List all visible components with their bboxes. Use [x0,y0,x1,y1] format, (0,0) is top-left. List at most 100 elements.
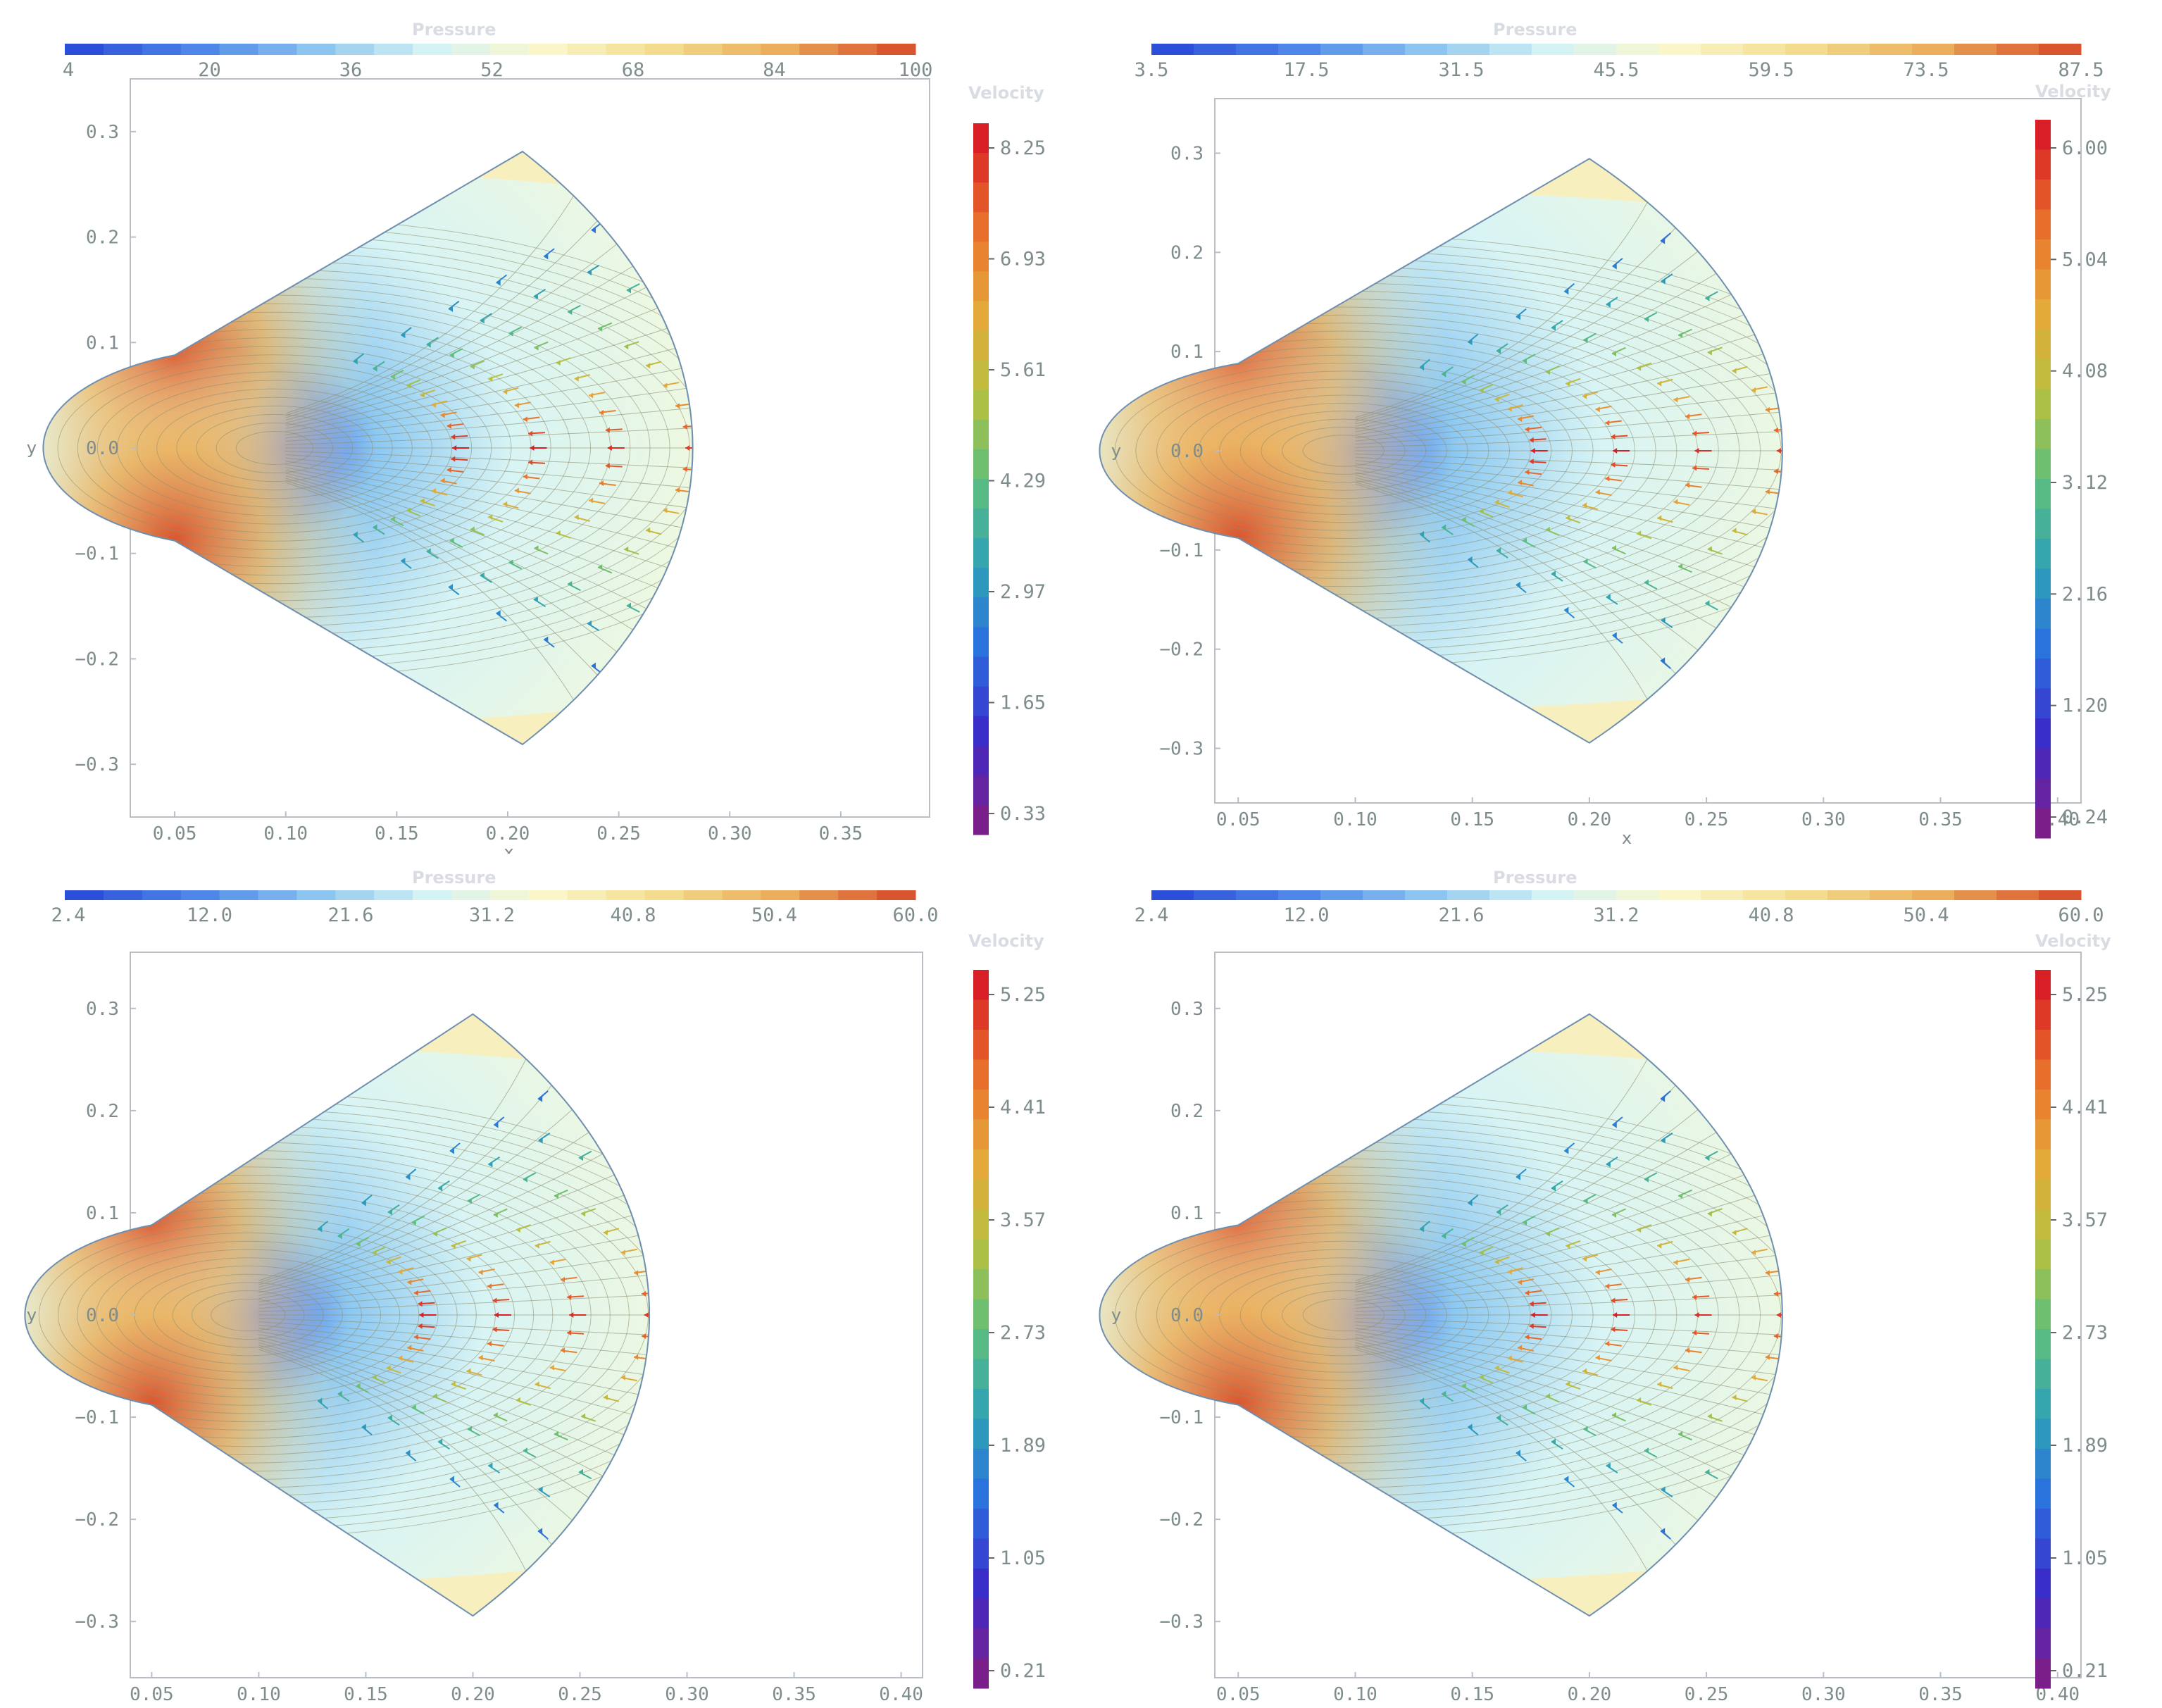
velocity-arrow-head [589,497,594,504]
pressure-tick-label: 68 [622,59,645,81]
x-tick-label: 0.10 [237,1684,281,1705]
velocity-arrow-head [932,311,936,316]
velocity-arrow-head [561,1347,566,1354]
velocity-arrow-head [446,467,451,473]
panel-top-left: Pressure Velocity 0.05 0.10 0.15 0.20 0.25 0.… [0,0,1081,854]
velocity-arrow-shaft [1419,1221,1430,1230]
y-tick-label: 0.2 [86,1101,119,1122]
velocity-arrow-head [535,1242,539,1249]
streamline [1355,340,1782,442]
streamline [1355,237,1782,432]
streamline [1355,158,1696,418]
velocity-arrow-shaft [449,1142,461,1152]
velocity-colorbar-segment [2035,120,2051,150]
velocity-arrow-head [927,1243,931,1249]
y-tick-label: 0.1 [1170,1203,1204,1224]
pressure-tick-label: 52 [480,59,504,81]
velocity-arrow-head [544,254,549,260]
panel-top-right: Pressure Velocity 0.05 0.10 0.15 0.20 0.25 0.… [1081,0,2162,854]
x-tick-label: 0.25 [1685,809,1729,830]
pressure-colorbar-segment [1912,44,1955,55]
pressure-colorbar-segment [490,890,530,900]
velocity-arrow-head [2086,1243,2090,1249]
velocity-colorbar-segment [973,656,989,687]
velocity-arrow-head [2086,515,2090,520]
pressure-colorbar-segment [1912,890,1955,900]
x-tick-label: 0.10 [1333,809,1377,830]
velocity-arrow-head [432,1230,437,1237]
velocity-arrow-shaft [1563,1142,1575,1152]
streamline [1355,1349,1696,1616]
pressure-colorbar-segment [1997,890,2039,900]
y-tick-label: 0.1 [1170,342,1204,363]
pressure-colorbar-segment [1743,890,1786,900]
velocity-arrow-head [1751,509,1756,515]
streamline [285,480,693,744]
velocity-arrow-head [1773,1333,1778,1340]
velocity-arrow-shaft [405,1168,417,1178]
pressure-colorbar-segment [877,890,916,900]
pressure-colorbar-segment [413,890,452,900]
pressure-tick-label: 36 [339,59,363,81]
streamline [258,1095,650,1296]
velocity-colorbar-segment [973,1389,989,1419]
x-axis-label: x [1622,1703,1632,1707]
pressure-colorbar-segment [1616,890,1659,900]
pressure-legend-title: Pressure [1493,868,1577,887]
velocity-arrow-head [1612,351,1617,357]
velocity-arrow-shaft [496,612,508,622]
velocity-arrow-head [1606,1462,1611,1469]
velocity-arrow-head [361,1423,366,1430]
velocity-tick-label: 0.33 [1000,803,1046,825]
velocity-colorbar-segment [2035,1209,2051,1240]
y-tick-label: 0.0 [1170,1305,1204,1326]
pressure-colorbar-segment [1997,44,2039,55]
velocity-colorbar-segment [973,1329,989,1359]
streamline [1355,1321,1782,1392]
x-axis-label: x [1622,828,1632,848]
velocity-arrow-head [1692,1330,1697,1336]
x-tick-label: 0.35 [1918,1684,1963,1705]
velocity-arrow-head [549,1364,554,1371]
velocity-arrow-shaft [353,533,365,543]
x-axis-label: x [504,842,513,854]
streamline [285,335,693,439]
x-tick-label: 0.15 [1450,809,1494,830]
velocity-arrow-shaft [448,586,460,596]
y-axis-label: y [1111,441,1121,461]
velocity-arrow-head [1468,1423,1473,1430]
velocity-colorbar-segment [973,1598,989,1629]
velocity-colorbar-segment [2035,718,2051,749]
pressure-colorbar-segment [1363,890,1406,900]
x-tick-label: 0.05 [130,1684,174,1705]
velocity-arrow-head [1523,1404,1527,1411]
velocity-colorbar-segment [2035,659,2051,689]
velocity-arrow-head [538,1096,543,1102]
velocity-arrow-head [449,306,454,313]
velocity-arrow-head [1673,499,1678,505]
streamline [285,467,693,668]
velocity-colorbar-segment [2035,449,2051,480]
velocity-arrow-head [932,580,936,585]
pressure-colorbar-segment [142,890,182,900]
pressure-tick-label: 31.2 [1593,904,1639,926]
velocity-colorbar-segment [973,686,989,717]
velocity-tick-label: 5.25 [1000,984,1046,1006]
velocity-arrow-head [1661,1486,1666,1492]
velocity-arrow-head [554,1430,558,1437]
velocity-arrow-head [1637,1397,1642,1403]
velocity-arrow-head [927,1381,931,1387]
pressure-colorbar-segment [1236,44,1279,55]
velocity-arrow-head [1685,1347,1690,1354]
pressure-colorbar-segment [1278,44,1321,55]
streamline [1355,1324,1782,1429]
velocity-tick-label: 5.04 [2062,249,2108,270]
y-tick-label: −0.1 [1159,540,1204,561]
y-tick-label: −0.2 [75,1509,119,1531]
x-tick-label: 0.35 [1918,809,1963,830]
velocity-tick-label: 1.89 [1000,1435,1046,1457]
x-tick-label: 0.15 [1450,1684,1494,1705]
velocity-arrow-shaft [939,1349,956,1351]
velocity-arrow-head [411,1404,416,1411]
velocity-arrow-head [1673,397,1678,403]
